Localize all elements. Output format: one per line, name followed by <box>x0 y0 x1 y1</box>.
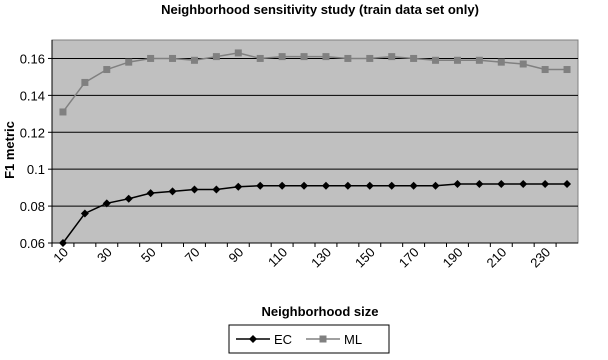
data-point <box>212 53 220 61</box>
plot-area <box>51 39 579 244</box>
data-point <box>147 54 155 62</box>
y-tick-label: 0.06 <box>20 236 45 251</box>
data-point <box>256 54 264 62</box>
data-point <box>169 54 177 62</box>
data-point <box>103 66 111 74</box>
legend-label: EC <box>274 332 292 347</box>
y-tick-label: 0.1 <box>27 162 45 177</box>
data-point <box>102 199 111 208</box>
data-point <box>343 181 352 190</box>
data-point <box>519 60 527 68</box>
y-tick-label: 0.12 <box>20 125 45 140</box>
x-tick-label: 150 <box>352 245 378 271</box>
y-axis-label: F1 metric <box>2 121 17 179</box>
x-tick-label: 170 <box>396 245 422 271</box>
x-tick-label: 70 <box>182 245 203 266</box>
data-point <box>190 185 199 194</box>
x-tick-label: 50 <box>138 245 159 266</box>
data-point <box>387 181 396 190</box>
x-tick-label: 130 <box>308 245 334 271</box>
x-axis-label: Neighborhood size <box>262 304 379 319</box>
data-point <box>278 53 286 61</box>
data-point <box>365 181 374 190</box>
data-point <box>497 179 506 188</box>
x-tick-label: 10 <box>50 245 71 266</box>
data-point <box>234 49 242 57</box>
x-tick-label: 210 <box>483 245 509 271</box>
legend-label: ML <box>344 332 362 347</box>
legend-marker <box>249 335 257 343</box>
data-point <box>80 209 89 218</box>
data-point <box>125 58 133 66</box>
chart-title: Neighborhood sensitivity study (train da… <box>161 2 479 17</box>
data-point <box>431 181 440 190</box>
data-point <box>344 54 352 62</box>
data-point <box>519 179 528 188</box>
data-point <box>300 53 308 61</box>
data-point <box>409 181 418 190</box>
data-point <box>432 56 440 64</box>
x-tick-label: 110 <box>265 245 290 270</box>
data-point <box>541 179 550 188</box>
y-tick-label: 0.14 <box>20 88 45 103</box>
data-point <box>234 182 243 191</box>
data-point <box>453 179 462 188</box>
data-point <box>475 56 483 64</box>
data-point <box>59 108 67 116</box>
x-tick-label: 30 <box>94 245 115 266</box>
y-tick-label: 0.08 <box>20 199 45 214</box>
data-point <box>563 66 571 74</box>
data-point <box>300 181 309 190</box>
data-point <box>168 187 177 196</box>
data-point <box>321 181 330 190</box>
data-point <box>563 179 572 188</box>
data-point <box>124 194 133 203</box>
data-point <box>366 54 374 62</box>
data-point <box>58 239 67 247</box>
x-tick-label: 190 <box>440 245 466 271</box>
data-point <box>190 56 198 64</box>
data-point <box>388 53 396 61</box>
y-tick-label: 0.16 <box>20 51 45 66</box>
data-point <box>322 53 330 61</box>
data-point <box>256 181 265 190</box>
data-point <box>475 179 484 188</box>
data-point <box>212 185 221 194</box>
data-point <box>453 56 461 64</box>
data-point <box>497 58 505 66</box>
x-tick-label: 90 <box>226 245 247 266</box>
series-line <box>62 52 568 113</box>
data-point <box>278 181 287 190</box>
legend-marker <box>319 335 327 343</box>
data-point <box>410 54 418 62</box>
data-point <box>146 189 155 198</box>
x-tick-label: 230 <box>527 245 553 271</box>
data-point <box>81 78 89 86</box>
data-point <box>541 66 549 74</box>
